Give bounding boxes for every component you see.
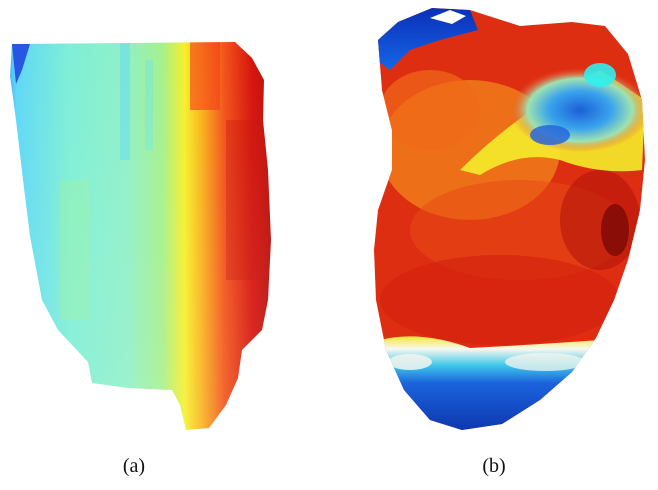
panel-a-surface — [10, 42, 271, 430]
panel-b-surface — [374, 8, 645, 430]
panel-a-blue-corner — [12, 44, 30, 84]
panel-b-caption: (b) — [482, 455, 505, 477]
panel-a-caption: (a) — [123, 455, 145, 477]
